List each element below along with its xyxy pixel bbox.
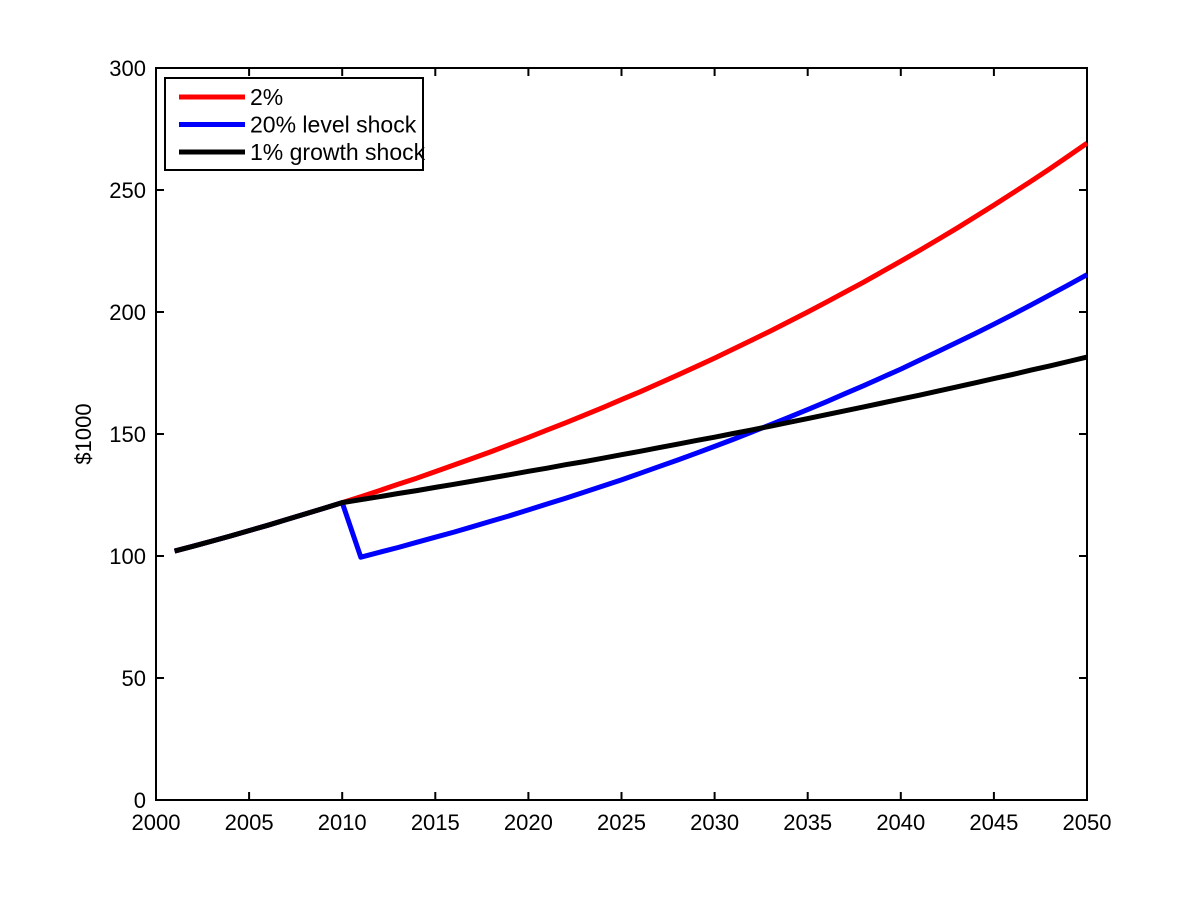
- x-tick-label: 2010: [318, 810, 367, 835]
- y-tick-label: 200: [109, 300, 146, 325]
- legend-label-1: 20% level shock: [250, 112, 417, 138]
- y-tick-label: 50: [122, 666, 146, 691]
- series-line-1: [173, 272, 1089, 560]
- x-tick-label: 2030: [690, 810, 739, 835]
- series-line-2: [173, 354, 1088, 554]
- plot-box: [155, 67, 1088, 801]
- x-tick-label: 2050: [1063, 810, 1112, 835]
- x-tick-label: 2000: [132, 810, 181, 835]
- x-tick-label: 2020: [504, 810, 553, 835]
- x-tick-label: 2025: [597, 810, 646, 835]
- y-tick-label: 0: [134, 788, 146, 813]
- legend-label-0: 2%: [250, 84, 283, 110]
- x-tick-label: 2015: [411, 810, 460, 835]
- x-tick-label: 2005: [225, 810, 274, 835]
- x-tick-label: 2040: [876, 810, 925, 835]
- y-tick-label: 300: [109, 56, 146, 81]
- y-tick-label: 150: [109, 422, 146, 447]
- y-axis-label: $1000: [71, 403, 96, 464]
- y-tick-label: 100: [109, 544, 146, 569]
- y-tick-label: 250: [109, 178, 146, 203]
- x-tick-label: 2035: [783, 810, 832, 835]
- legend-label-2: 1% growth shock: [250, 139, 426, 165]
- x-tick-label: 2045: [969, 810, 1018, 835]
